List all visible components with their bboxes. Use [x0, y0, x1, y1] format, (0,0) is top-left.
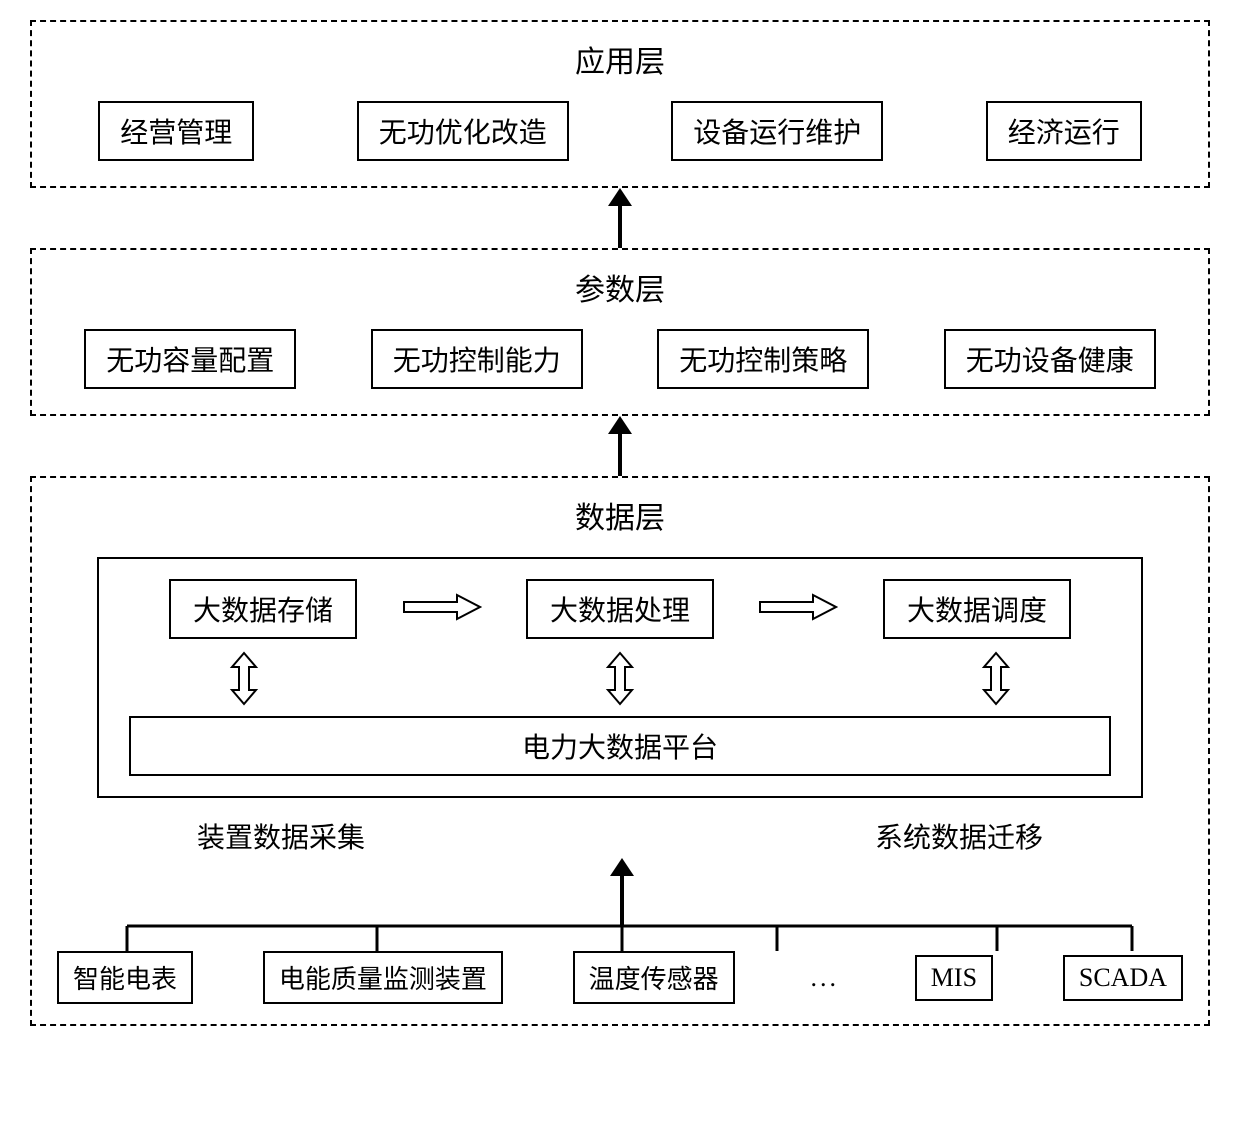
app-item-1: 无功优化改造 — [357, 101, 569, 161]
system-migrate-label: 系统数据迁移 — [875, 816, 1043, 856]
param-item-0: 无功容量配置 — [84, 329, 296, 389]
parameter-layer: 参数层 无功容量配置 无功控制能力 无功控制策略 无功设备健康 — [30, 248, 1210, 416]
hollow-v-arrow-2 — [605, 651, 635, 706]
bigdata-top-row: 大数据存储 大数据处理 大数据调度 — [129, 579, 1111, 639]
arrow-param-to-app — [30, 188, 1210, 248]
hollow-v-arrows-row — [129, 651, 1111, 706]
application-layer-title: 应用层 — [57, 37, 1183, 81]
app-item-0: 经营管理 — [98, 101, 254, 161]
device-collect-label: 装置数据采集 — [197, 816, 365, 856]
bigdata-frame: 大数据存储 大数据处理 大数据调度 — [97, 557, 1143, 798]
bigdata-scheduling: 大数据调度 — [883, 579, 1071, 639]
source-0: 智能电表 — [57, 951, 193, 1004]
hollow-arrow-right-2 — [758, 593, 838, 626]
bigdata-platform: 电力大数据平台 — [129, 716, 1111, 776]
source-1: 电能质量监测装置 — [263, 951, 503, 1004]
hollow-v-arrow-1 — [229, 651, 259, 706]
source-5: SCADA — [1063, 955, 1183, 1001]
source-4: MIS — [915, 955, 993, 1001]
param-item-3: 无功设备健康 — [944, 329, 1156, 389]
parameter-layer-title: 参数层 — [57, 265, 1183, 309]
bigdata-processing: 大数据处理 — [526, 579, 714, 639]
data-layer-title: 数据层 — [57, 493, 1183, 537]
param-item-1: 无功控制能力 — [371, 329, 583, 389]
app-item-3: 经济运行 — [986, 101, 1142, 161]
collect-labels-row: 装置数据采集 系统数据迁移 — [57, 816, 1183, 856]
data-layer: 数据层 大数据存储 大数据处理 大数据调度 — [30, 476, 1210, 1026]
application-layer: 应用层 经营管理 无功优化改造 设备运行维护 经济运行 — [30, 20, 1210, 188]
app-item-2: 设备运行维护 — [671, 101, 883, 161]
param-item-2: 无功控制策略 — [657, 329, 869, 389]
bigdata-storage: 大数据存储 — [169, 579, 357, 639]
sources-row: 智能电表 电能质量监测装置 温度传感器 ... MIS SCADA — [57, 951, 1183, 1004]
source-dots: ... — [804, 963, 845, 993]
hollow-v-arrow-3 — [981, 651, 1011, 706]
arrow-data-to-param — [30, 416, 1210, 476]
source-2: 温度传感器 — [573, 951, 735, 1004]
sources-bus — [57, 856, 1187, 951]
application-items-row: 经营管理 无功优化改造 设备运行维护 经济运行 — [57, 101, 1183, 161]
hollow-arrow-right-1 — [402, 593, 482, 626]
parameter-items-row: 无功容量配置 无功控制能力 无功控制策略 无功设备健康 — [57, 329, 1183, 389]
